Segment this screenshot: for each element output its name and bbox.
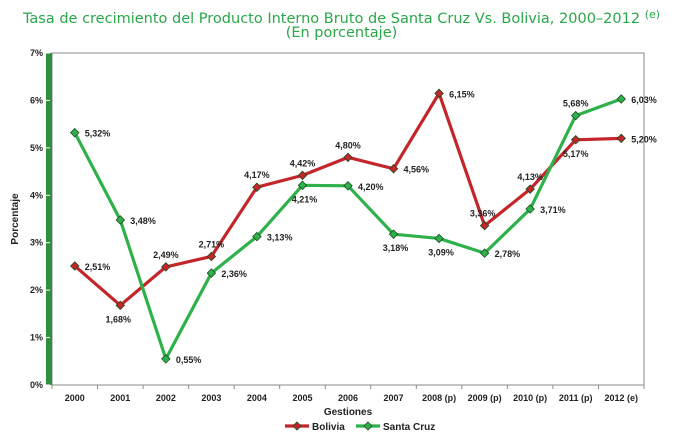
bolivia-point xyxy=(616,133,626,144)
legend-santa-cruz-label: Santa Cruz xyxy=(383,422,435,433)
bolivia-point xyxy=(252,182,262,192)
bolivia-data-label: 4,42% xyxy=(290,158,316,168)
y-tick-label: 2% xyxy=(30,285,43,295)
x-tick-label: 2010 (p) xyxy=(513,393,547,403)
bolivia-point xyxy=(297,170,308,181)
bolivia-point xyxy=(206,251,217,262)
bolivia-line xyxy=(73,91,622,307)
x-tick-label: 2007 xyxy=(384,393,404,403)
chart-title-text: Tasa de crecimiento del Producto Interno… xyxy=(22,11,641,27)
santa-cruz-data-label: 3,18% xyxy=(383,243,409,253)
x-tick-label: 2000 xyxy=(65,393,85,403)
chart-title: Tasa de crecimiento del Producto Interno… xyxy=(0,6,683,28)
bolivia-data-label: 5,20% xyxy=(631,134,657,144)
y-tick-label: 6% xyxy=(30,95,43,105)
bolivia-data-label: 4,17% xyxy=(244,170,270,180)
santa-cruz-point xyxy=(616,94,626,104)
legend-bolivia-marker xyxy=(292,421,302,431)
santa-cruz-data-label: 3,13% xyxy=(267,233,293,243)
bolivia-data-label: 4,80% xyxy=(335,140,361,150)
santa-cruz-point xyxy=(525,204,535,214)
santa-cruz-data-label: 0,55% xyxy=(176,355,202,365)
bolivia-data-label: 1,68% xyxy=(106,314,132,324)
bolivia-data-label: 2,71% xyxy=(199,239,225,249)
santa-cruz-line xyxy=(73,97,622,361)
santa-cruz-data-label: 2,36% xyxy=(221,269,247,279)
bolivia-data-label: 2,49% xyxy=(153,250,179,260)
santa-cruz-point xyxy=(161,354,171,364)
bolivia-point xyxy=(115,300,126,311)
bolivia-data-label: 4,13% xyxy=(517,172,543,182)
santa-cruz-data-label: 6,03% xyxy=(631,95,657,105)
x-tick-label: 2004 xyxy=(247,393,267,403)
santa-cruz-point xyxy=(297,180,308,191)
santa-cruz-data-label: 5,32% xyxy=(85,129,111,139)
santa-cruz-point xyxy=(570,110,581,121)
santa-cruz-point xyxy=(343,181,353,191)
x-tick-label: 2009 (p) xyxy=(468,393,502,403)
santa-cruz-point xyxy=(388,229,399,239)
legend-bolivia-label: Bolivia xyxy=(312,422,345,433)
x-tick-label: 2008 (p) xyxy=(422,393,456,403)
y-tick-label: 5% xyxy=(30,143,43,153)
chart-subtitle: (En porcentaje) xyxy=(285,25,398,41)
bolivia-data-label: 5,17% xyxy=(563,149,589,159)
santa-cruz-data-label: 4,20% xyxy=(358,182,384,192)
bolivia-point xyxy=(479,220,490,231)
bolivia-data-label: 6,15% xyxy=(449,89,475,99)
y-tick-label: 1% xyxy=(30,333,43,343)
bolivia-data-label: 4,56% xyxy=(404,165,430,175)
bolivia-point xyxy=(388,163,399,174)
santa-cruz-point xyxy=(434,233,444,244)
santa-cruz-data-label: 3,48% xyxy=(130,216,156,226)
santa-cruz-point xyxy=(479,248,490,258)
y-tick-label: 0% xyxy=(30,380,43,390)
x-tick-label: 2012 (e) xyxy=(604,393,638,403)
bolivia-point xyxy=(570,135,581,145)
santa-cruz-data-label: 3,71% xyxy=(540,205,566,215)
x-axis-title: Gestiones xyxy=(324,407,373,418)
santa-cruz-point xyxy=(252,231,262,242)
y-axis-band xyxy=(46,53,52,385)
bolivia-point xyxy=(434,88,444,99)
x-tick-label: 2001 xyxy=(110,393,130,403)
bolivia-data-label: 3,36% xyxy=(470,209,496,219)
y-tick-label: 7% xyxy=(30,48,43,58)
x-tick-label: 2011 (p) xyxy=(559,393,593,403)
chart-title-superscript: (e) xyxy=(644,8,661,21)
bolivia-point xyxy=(343,152,353,163)
y-axis-title: Porcentaje xyxy=(10,193,21,245)
santa-cruz-point xyxy=(70,127,80,138)
santa-cruz-data-label: 4,21% xyxy=(292,194,318,204)
x-tick-label: 2003 xyxy=(201,393,221,403)
bolivia-data-label: 2,51% xyxy=(85,262,111,272)
bolivia-point xyxy=(70,261,80,271)
santa-cruz-point xyxy=(115,215,126,225)
santa-cruz-data-label: 3,09% xyxy=(428,247,454,257)
bolivia-point xyxy=(161,262,171,272)
santa-cruz-point xyxy=(206,268,217,278)
x-tick-label: 2002 xyxy=(156,393,176,403)
legend-santa-cruz-marker xyxy=(363,421,373,431)
y-tick-label: 4% xyxy=(30,190,43,200)
x-tick-label: 2006 xyxy=(338,393,358,403)
santa-cruz-data-label: 5,68% xyxy=(563,99,589,109)
bolivia-point xyxy=(525,184,535,194)
y-tick-label: 3% xyxy=(30,238,43,248)
x-tick-label: 2005 xyxy=(292,393,312,403)
santa-cruz-data-label: 2,78% xyxy=(495,249,521,259)
